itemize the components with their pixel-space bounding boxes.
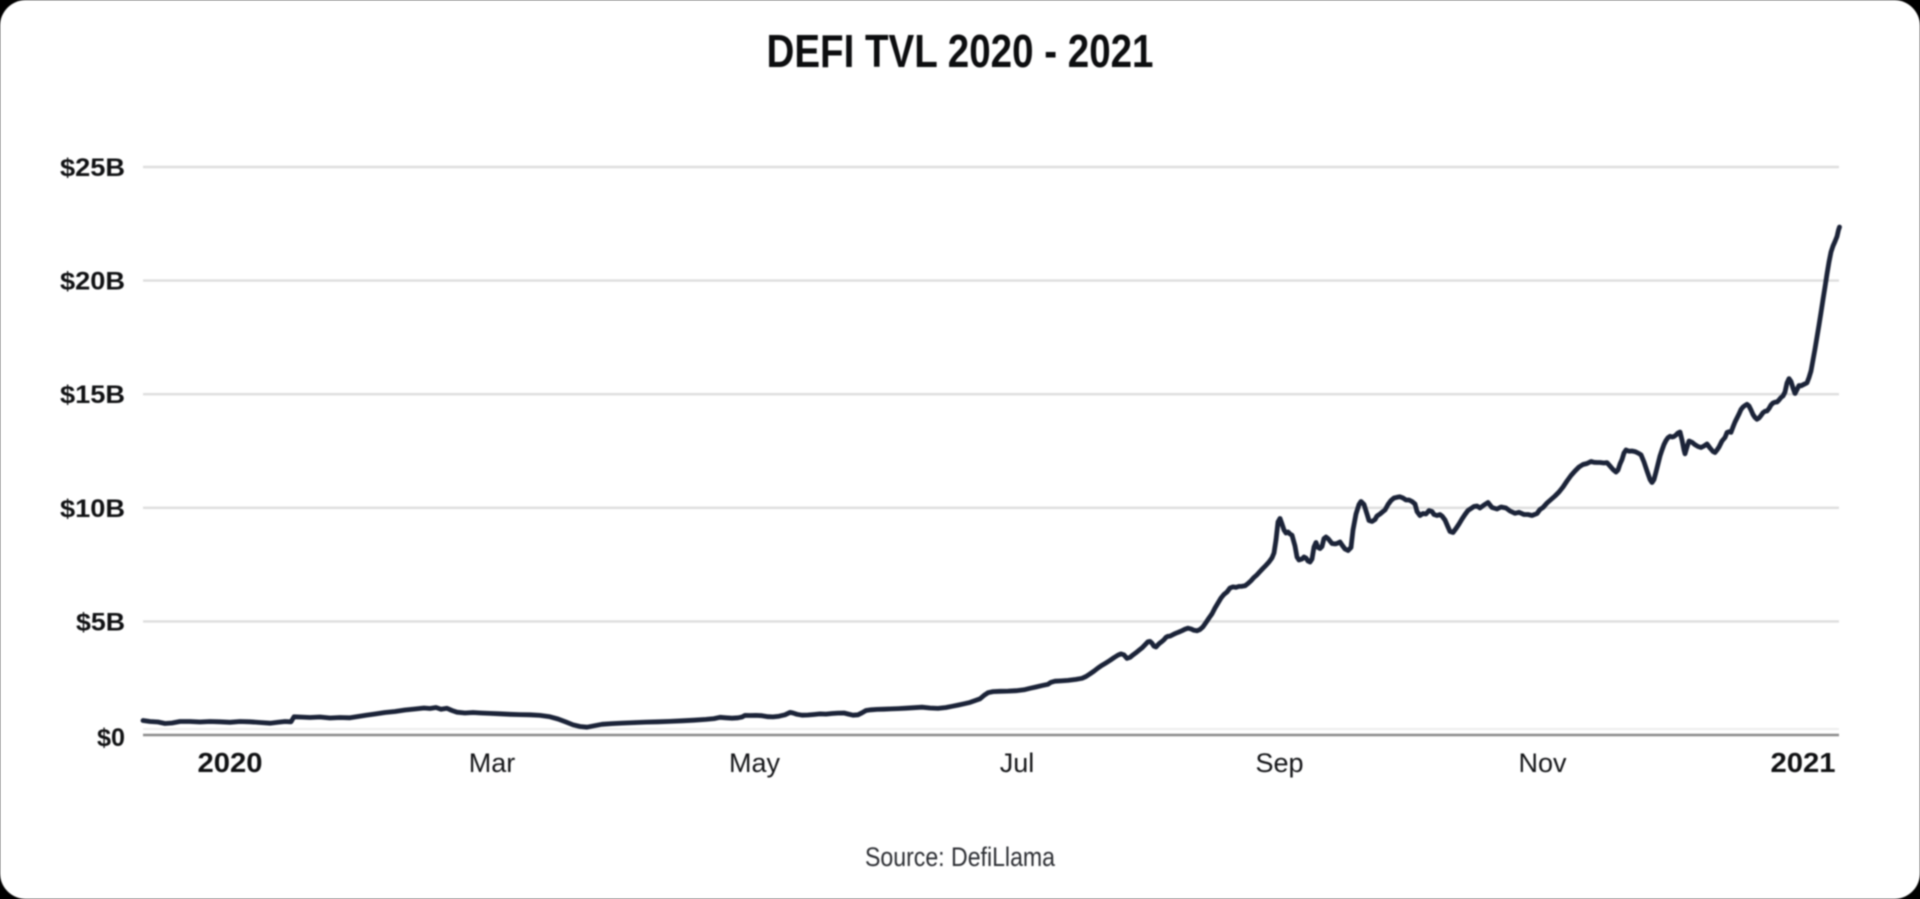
svg-text:$20B: $20B bbox=[60, 268, 125, 296]
svg-text:$0: $0 bbox=[97, 724, 125, 752]
svg-text:$5B: $5B bbox=[76, 608, 125, 636]
svg-text:Jul: Jul bbox=[1000, 748, 1035, 778]
svg-text:Mar: Mar bbox=[469, 748, 516, 778]
svg-text:DEFI TVL 2020 - 2021: DEFI TVL 2020 - 2021 bbox=[767, 25, 1154, 77]
svg-text:2021: 2021 bbox=[1771, 747, 1836, 778]
svg-text:Source: DefiLlama: Source: DefiLlama bbox=[865, 842, 1056, 872]
svg-text:Nov: Nov bbox=[1518, 748, 1567, 778]
svg-text:May: May bbox=[729, 748, 781, 778]
svg-text:$15B: $15B bbox=[60, 381, 125, 409]
svg-text:Sep: Sep bbox=[1255, 748, 1303, 778]
svg-text:$10B: $10B bbox=[60, 495, 125, 523]
svg-text:$25B: $25B bbox=[60, 154, 125, 182]
svg-text:2020: 2020 bbox=[198, 747, 263, 778]
